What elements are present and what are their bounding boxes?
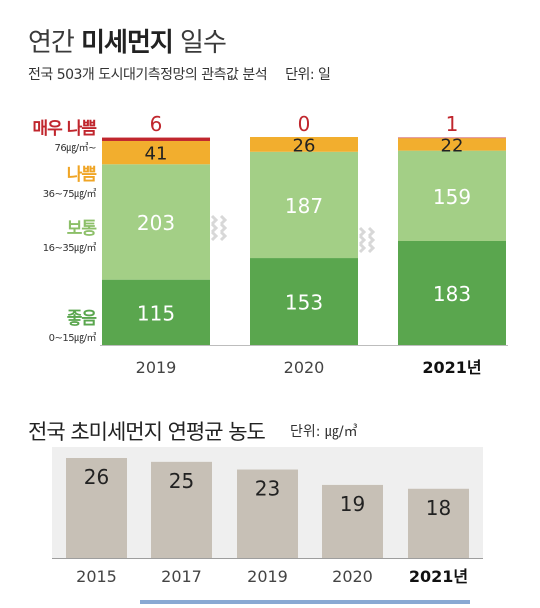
- bar: [151, 461, 212, 558]
- chevron-icon: [358, 242, 367, 254]
- chevron-icon: [219, 222, 228, 234]
- data-label: 203: [137, 211, 175, 235]
- x-tick-label: 2020: [284, 358, 325, 377]
- legend-range: 0~15㎍/㎥: [48, 333, 97, 344]
- legend-range: 76㎍/㎥~: [54, 143, 97, 154]
- data-label: 19: [340, 492, 365, 516]
- chevron-icon: [219, 230, 228, 242]
- bar: [66, 458, 127, 558]
- legend-very-bad: 매우 나쁨 76㎍/㎥~: [0, 114, 97, 154]
- legend-label: 매우 나쁨: [32, 119, 97, 139]
- data-label: 187: [285, 194, 323, 218]
- bar: [237, 469, 298, 558]
- chevron-icon: [210, 222, 219, 234]
- bar-segment: [102, 164, 210, 280]
- bar-segment: [250, 258, 358, 345]
- chevron-icon: [219, 214, 228, 226]
- bar-segment: [102, 140, 210, 165]
- subtitle-text: 전국 503개 도시대기측정망의 관측값 분석: [28, 67, 268, 83]
- x-tick-label: 2015: [76, 567, 117, 586]
- chevron-icon: [358, 234, 367, 246]
- chevron-icon: [210, 214, 219, 226]
- legend-label: 좋음: [66, 309, 97, 329]
- x-tick-label: 2017: [161, 567, 202, 586]
- legend-range: 36~75㎍/㎥: [42, 189, 97, 200]
- data-label: 6: [150, 112, 163, 136]
- data-label: 115: [137, 301, 175, 325]
- bar-segment: [102, 137, 210, 141]
- bar-segment: [398, 150, 506, 241]
- legend-label: 나쁨: [66, 165, 97, 185]
- bar: [322, 484, 383, 558]
- bar-segment: [102, 279, 210, 345]
- bar-segment: [398, 138, 506, 151]
- data-label: 26: [84, 465, 109, 489]
- chevron-icon: [358, 226, 367, 238]
- data-label: 23: [255, 477, 280, 501]
- unit-label: 단위: 일: [285, 67, 331, 83]
- bar-segment: [398, 241, 506, 345]
- x-tick-label: 2019: [247, 567, 288, 586]
- data-label: 1: [446, 112, 459, 136]
- bar-segment: [250, 137, 358, 152]
- legend-label: 보통: [66, 219, 97, 239]
- x-tick-label: 2019: [136, 358, 177, 377]
- x-tick-label: 2020: [332, 567, 373, 586]
- legend-normal: 보통 16~35㎍/㎥: [0, 214, 97, 254]
- subtitle: 전국 503개 도시대기측정망의 관측값 분석 단위: 일: [28, 64, 331, 84]
- data-label: 159: [433, 185, 471, 209]
- data-label: 18: [426, 496, 451, 520]
- bar-segment: [250, 151, 358, 259]
- data-label: 22: [441, 135, 464, 156]
- legend-good: 좋음 0~15㎍/㎥: [0, 304, 97, 344]
- data-label: 25: [169, 469, 194, 493]
- data-label: 0: [298, 112, 311, 136]
- data-label: 41: [145, 144, 168, 165]
- bar-segment: [398, 137, 506, 139]
- legend-bad: 나쁨 36~75㎍/㎥: [0, 160, 97, 200]
- data-label: 153: [285, 291, 323, 315]
- x-tick-label: 2021년: [422, 358, 481, 377]
- chevron-icon: [367, 226, 376, 238]
- page-title: 연간 미세먼지 일수: [28, 28, 227, 58]
- legend-range: 16~35㎍/㎥: [42, 243, 97, 254]
- bottom-divider: [140, 600, 470, 604]
- section2-title: 전국 초미세먼지 연평균 농도: [28, 420, 266, 444]
- chevron-icon: [367, 234, 376, 246]
- x-tick-label: 2021년: [409, 567, 468, 586]
- data-label: 183: [433, 282, 471, 306]
- section2-unit: 단위: ㎍/㎥: [290, 424, 358, 440]
- chevron-icon: [210, 230, 219, 242]
- bar: [408, 488, 469, 558]
- chevron-icon: [367, 242, 376, 254]
- data-label: 26: [293, 135, 316, 156]
